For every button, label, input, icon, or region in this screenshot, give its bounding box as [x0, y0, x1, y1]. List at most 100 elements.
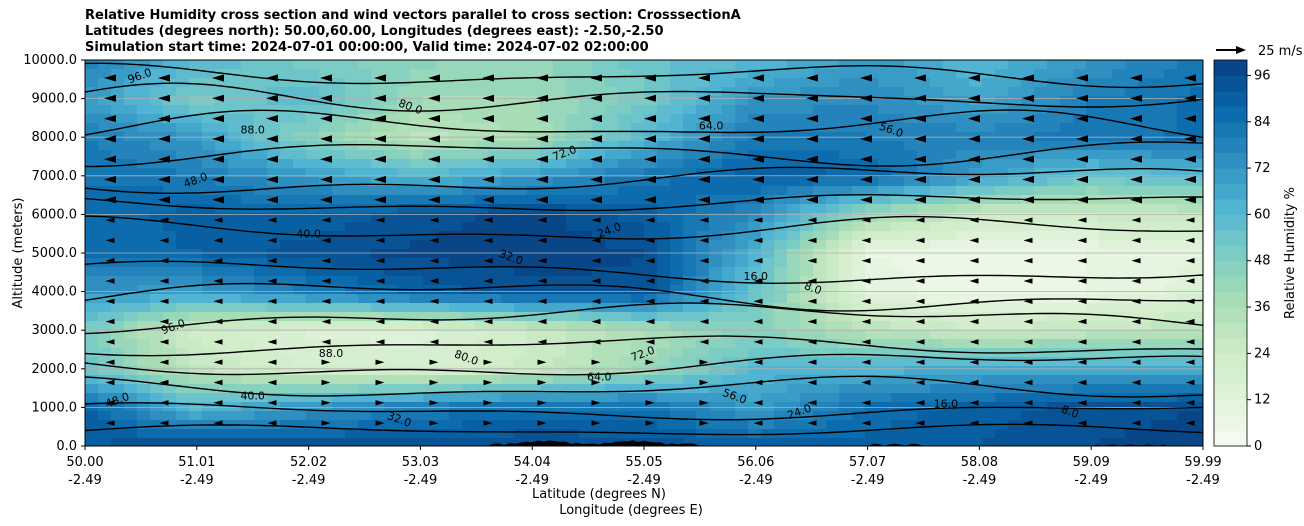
field-cell	[462, 222, 476, 232]
wind-vector	[1023, 400, 1033, 406]
field-cell	[137, 420, 151, 430]
field-cell	[839, 402, 853, 412]
field-cell	[449, 150, 463, 160]
field-cell	[774, 150, 788, 160]
field-cell	[280, 78, 294, 88]
field-cell	[566, 141, 580, 151]
field-cell	[748, 303, 762, 313]
field-cell	[150, 78, 164, 88]
wind-vector	[374, 94, 386, 102]
field-cell	[709, 177, 723, 187]
field-cell	[852, 69, 866, 79]
field-cell	[1138, 69, 1152, 79]
field-cell	[475, 294, 489, 304]
field-cell	[280, 438, 294, 446]
field-cell	[514, 393, 528, 403]
field-cell	[332, 204, 346, 214]
field-cell	[98, 402, 112, 412]
field-cell	[579, 87, 593, 97]
field-cell	[943, 150, 957, 160]
field-cell	[124, 69, 138, 79]
field-cell	[982, 330, 996, 340]
field-cell	[800, 438, 814, 446]
field-cell	[1008, 204, 1022, 214]
field-cell	[865, 294, 879, 304]
field-cell	[995, 150, 1009, 160]
field-cell	[137, 177, 151, 187]
field-cell	[761, 150, 775, 160]
wind-vector	[807, 298, 817, 304]
field-cell	[995, 240, 1009, 250]
field-cell	[605, 258, 619, 268]
wind-vector	[1184, 115, 1196, 123]
field-cell	[826, 312, 840, 322]
colorbar-segment	[1214, 183, 1247, 200]
field-cell	[1125, 267, 1139, 277]
field-cell	[930, 330, 944, 340]
field-cell	[878, 60, 892, 70]
field-cell	[670, 114, 684, 124]
field-cell	[1099, 384, 1113, 394]
field-cell	[1125, 375, 1139, 385]
field-cell	[527, 195, 541, 205]
field-cell	[1021, 375, 1035, 385]
wind-vector	[752, 74, 764, 82]
field-cell	[995, 330, 1009, 340]
wind-vector	[212, 74, 224, 82]
wind-vector	[861, 258, 871, 264]
field-cell	[1086, 168, 1100, 178]
field-cell	[397, 69, 411, 79]
field-cell	[345, 375, 359, 385]
field-cell	[826, 276, 840, 286]
field-cell	[722, 204, 736, 214]
field-cell	[1060, 240, 1074, 250]
field-cell	[943, 267, 957, 277]
field-cell	[579, 375, 593, 385]
field-cell	[553, 240, 567, 250]
field-cell	[280, 177, 294, 187]
field-cell	[410, 357, 424, 367]
wind-vector	[1130, 74, 1142, 82]
field-cell	[670, 240, 684, 250]
wind-vector	[752, 94, 764, 102]
field-cell	[306, 249, 320, 259]
wind-vector	[753, 400, 763, 406]
field-cell	[657, 168, 671, 178]
field-cell	[150, 195, 164, 205]
field-cell	[1060, 312, 1074, 322]
field-cell	[956, 402, 970, 412]
wind-vector	[537, 318, 547, 325]
field-cell	[852, 312, 866, 322]
field-cell	[384, 87, 398, 97]
field-cell	[202, 87, 216, 97]
field-cell	[683, 348, 697, 358]
field-cell	[514, 429, 528, 439]
field-cell	[761, 402, 775, 412]
field-cell	[774, 321, 788, 331]
field-cell	[436, 402, 450, 412]
chart-title: Relative Humidity cross section and wind…	[85, 8, 741, 56]
wind-vector	[807, 237, 817, 244]
field-cell	[1177, 321, 1191, 331]
field-cell	[566, 366, 580, 376]
field-cell	[1099, 114, 1113, 124]
field-cell	[332, 438, 346, 446]
wind-vector	[267, 278, 277, 284]
field-cell	[228, 276, 242, 286]
wind-vector	[968, 115, 980, 123]
field-cell	[1151, 330, 1165, 340]
field-cell	[163, 150, 177, 160]
wind-vector	[698, 74, 710, 82]
wind-vector	[105, 258, 115, 264]
field-cell	[735, 204, 749, 214]
field-cell	[579, 438, 593, 446]
field-cell	[1190, 213, 1203, 223]
field-cell	[1060, 141, 1074, 151]
field-cell	[657, 294, 671, 304]
field-cell	[657, 402, 671, 412]
wind-vector	[591, 258, 601, 264]
field-cell	[228, 411, 242, 421]
field-cell	[475, 357, 489, 367]
field-cell	[436, 393, 450, 403]
field-cell	[410, 321, 424, 331]
